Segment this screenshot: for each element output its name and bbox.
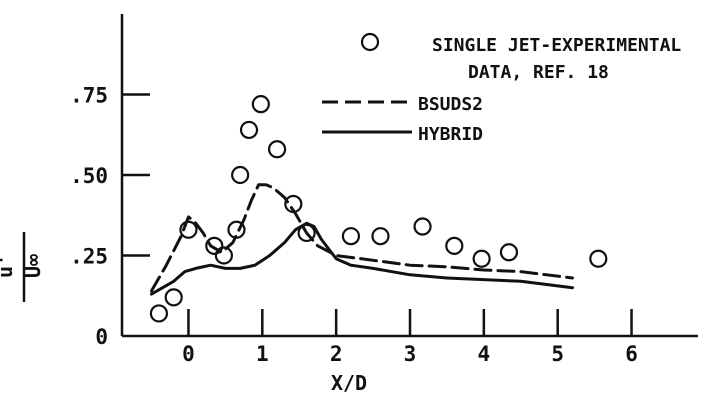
data-point-experimental-0 [151, 305, 167, 321]
x-axis-label: X/D [331, 371, 367, 395]
y-axis-label-denominator: U∞ [21, 254, 45, 278]
legend-dashed-label: BSUDS2 [418, 94, 483, 115]
y-axis-label-numerator: u' [0, 254, 17, 278]
data-point-experimental-7 [241, 122, 257, 138]
chart-ticks: 0 1 2 3 4 5 6 0 .25 .50 .75 [70, 84, 638, 367]
x-tick-label-4: 4 [478, 342, 491, 366]
data-point-experimental-15 [446, 238, 462, 254]
data-point-experimental-16 [474, 251, 490, 267]
x-tick-label-3: 3 [404, 342, 417, 366]
data-point-experimental-14 [415, 219, 431, 235]
data-point-experimental-12 [343, 228, 359, 244]
data-point-experimental-17 [501, 244, 517, 260]
y-tick-label-1: .25 [70, 245, 108, 269]
y-tick-label-0: 0 [95, 325, 108, 349]
data-point-experimental-18 [590, 251, 606, 267]
x-tick-label-5: 5 [551, 342, 564, 366]
y-tick-label-2: .50 [70, 164, 108, 188]
legend-solid-label: HYBRID [418, 124, 483, 145]
chart-series [151, 96, 606, 321]
data-point-experimental-9 [269, 141, 285, 157]
legend-circle-marker [362, 34, 378, 50]
x-tick-label-0: 0 [182, 342, 195, 366]
legend: SINGLE JET-EXPERIMENTAL DATA, REF. 18 BS… [322, 34, 681, 145]
x-tick-label-6: 6 [625, 342, 638, 366]
legend-circle-label-line2: DATA, REF. 18 [468, 62, 609, 83]
data-point-experimental-1 [166, 289, 182, 305]
legend-circle-label-line1: SINGLE JET-EXPERIMENTAL [432, 35, 681, 56]
data-point-experimental-8 [253, 96, 269, 112]
data-point-experimental-6 [232, 167, 248, 183]
y-tick-label-3: .75 [70, 84, 108, 108]
chart-axes [122, 14, 698, 336]
x-tick-label-1: 1 [256, 342, 269, 366]
data-point-experimental-13 [372, 228, 388, 244]
x-tick-label-2: 2 [330, 342, 343, 366]
